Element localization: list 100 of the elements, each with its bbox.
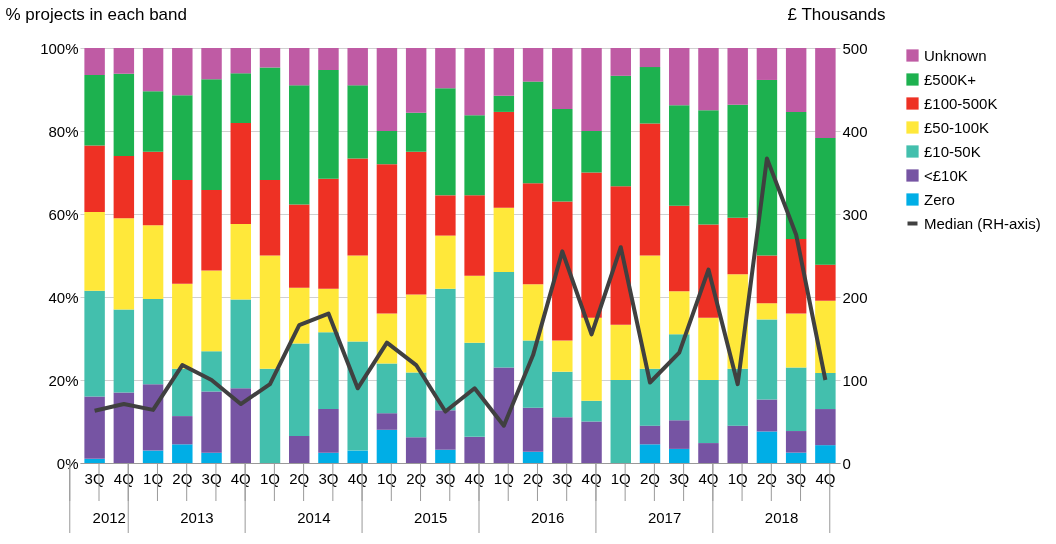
bar — [142, 151, 164, 226]
bar — [113, 48, 135, 74]
bar — [669, 48, 690, 106]
x-tick-label: 2Q — [172, 469, 193, 487]
bar — [698, 110, 719, 225]
x-tick-label: 1Q — [493, 469, 514, 487]
bar — [289, 436, 310, 463]
bar — [318, 332, 339, 410]
bar — [435, 195, 456, 236]
x-tick-label: 1Q — [376, 469, 397, 487]
bar — [639, 48, 661, 68]
bar — [756, 255, 778, 304]
bar — [815, 48, 836, 139]
legend-label: £500K+ — [924, 70, 977, 88]
bar — [435, 48, 456, 89]
x-tick-label: 4Q — [815, 469, 836, 487]
bar — [815, 409, 836, 446]
bar — [113, 392, 135, 463]
y-tick-label: 80% — [48, 122, 79, 140]
bar — [756, 431, 778, 463]
legend-label: £50-100K — [924, 118, 990, 136]
bar — [347, 255, 368, 342]
bar — [201, 270, 222, 352]
y2-tick-label: 0 — [842, 454, 851, 472]
bar — [552, 201, 573, 341]
bar — [405, 112, 427, 152]
bar — [172, 95, 193, 180]
bar — [142, 91, 164, 152]
y-tick-label: 60% — [48, 205, 79, 223]
x-tick-label: 4Q — [347, 469, 368, 487]
bar — [698, 380, 719, 444]
bar — [552, 48, 573, 110]
bar — [376, 429, 398, 463]
bar — [785, 313, 807, 368]
bar — [318, 69, 339, 179]
bar — [347, 341, 368, 451]
bar — [230, 48, 251, 74]
bar — [669, 291, 690, 335]
bar — [318, 452, 339, 463]
legend-label: Median (RH-axis) — [924, 214, 1041, 232]
x-tick-label: 4Q — [113, 469, 134, 487]
bar — [84, 396, 105, 459]
legend-label: <£10K — [924, 166, 968, 184]
bar — [815, 372, 836, 410]
bar — [259, 368, 281, 463]
bar — [201, 391, 222, 453]
bar — [113, 73, 135, 156]
y2-tick-label: 400 — [842, 122, 868, 140]
x-tick-label: 2Q — [523, 469, 544, 487]
bar — [727, 425, 748, 463]
bar — [289, 343, 310, 437]
bar — [435, 288, 456, 411]
text: 2013 — [180, 509, 214, 526]
bar — [435, 235, 456, 289]
bar — [142, 299, 164, 385]
text: 2015 — [414, 509, 448, 526]
text: 2016 — [531, 509, 565, 526]
bar — [84, 211, 105, 291]
bar — [464, 436, 485, 463]
bar — [142, 225, 164, 300]
bar — [727, 217, 748, 275]
bar — [464, 195, 485, 276]
bar — [142, 48, 164, 92]
bar — [639, 425, 661, 445]
bar — [435, 449, 456, 463]
bar — [522, 48, 544, 82]
x-tick-label: 3Q — [318, 469, 339, 487]
bar — [347, 85, 368, 159]
bar — [376, 164, 398, 314]
bar — [84, 74, 105, 146]
bar — [785, 367, 807, 432]
text: 2014 — [297, 509, 331, 526]
x-tick-label: 4Q — [698, 469, 719, 487]
x-tick-label: 2Q — [289, 469, 310, 487]
bar — [201, 452, 222, 463]
bar — [669, 105, 690, 206]
y-axis-title: % projects in each band — [5, 4, 187, 24]
bar — [435, 88, 456, 196]
bar — [376, 413, 398, 430]
bar — [552, 340, 573, 372]
bar — [669, 205, 690, 292]
text: 2017 — [647, 509, 682, 526]
bar — [172, 416, 193, 445]
y-tick-label: 20% — [48, 371, 79, 389]
x-tick-label: 4Q — [464, 469, 485, 487]
bar — [405, 372, 427, 438]
bar — [756, 319, 778, 400]
bar — [464, 48, 485, 116]
bar — [698, 443, 719, 463]
bar — [552, 371, 573, 418]
x-tick-label: 2Q — [639, 469, 661, 487]
x-tick-label: 2Q — [756, 469, 777, 487]
x-tick-label: 3Q — [84, 469, 105, 487]
bar — [172, 179, 193, 284]
bar — [172, 368, 193, 417]
bar — [639, 123, 661, 256]
bar — [259, 67, 281, 180]
bar — [756, 399, 778, 432]
bar — [405, 151, 427, 295]
bar — [785, 431, 807, 453]
